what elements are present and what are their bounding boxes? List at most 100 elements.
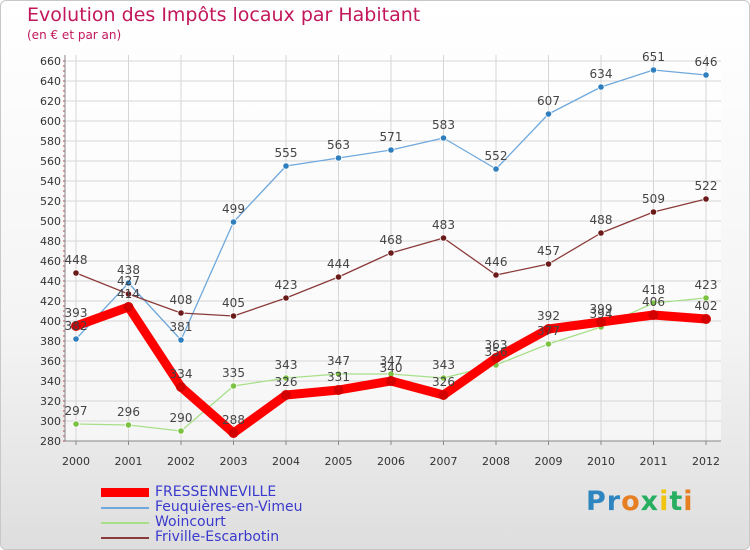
y-tick-label: 320 [40, 395, 61, 408]
data-label: 414 [117, 287, 140, 301]
x-tick-label: 2011 [640, 455, 668, 468]
data-point [124, 290, 133, 298]
data-point [72, 420, 80, 428]
data-point [281, 390, 291, 400]
data-point [649, 208, 658, 216]
data-label: 438 [117, 263, 140, 277]
y-tick-label: 460 [40, 255, 61, 268]
data-label: 347 [327, 354, 350, 368]
y-tick-label: 520 [40, 195, 61, 208]
data-point [597, 83, 605, 91]
data-point [334, 273, 343, 281]
y-tick-label: 300 [40, 415, 61, 428]
data-label: 522 [695, 179, 718, 193]
y-tick-label: 620 [40, 95, 61, 108]
y-tick-label: 560 [40, 155, 61, 168]
chart-title: Evolution des Impôts locaux par Habitant [27, 4, 421, 26]
legend-swatch [101, 537, 149, 539]
data-point [439, 134, 448, 142]
data-point [491, 353, 501, 363]
data-point [702, 294, 710, 302]
data-label: 290 [170, 411, 193, 425]
data-label: 399 [590, 302, 613, 316]
x-tick-label: 2001 [115, 455, 143, 468]
x-tick-label: 2002 [167, 455, 195, 468]
data-label: 340 [380, 361, 403, 375]
data-point [177, 336, 185, 344]
data-point [124, 421, 133, 429]
data-label: 343 [275, 358, 298, 372]
data-label: 651 [642, 50, 665, 64]
data-label: 483 [432, 218, 455, 232]
x-tick-label: 2004 [272, 455, 300, 468]
data-label: 382 [65, 319, 88, 333]
y-tick-label: 660 [40, 55, 61, 68]
x-tick-label: 2003 [220, 455, 248, 468]
data-point [544, 260, 553, 268]
y-tick-label: 400 [40, 315, 61, 328]
data-label: 394 [590, 307, 613, 321]
data-point [72, 335, 80, 343]
data-point [439, 234, 448, 242]
data-label: 457 [537, 244, 560, 258]
data-label: 446 [485, 255, 508, 269]
data-point [438, 390, 449, 400]
legend-swatch [101, 507, 149, 509]
proxiti-logo: Proxiti [586, 486, 694, 517]
data-label: 356 [485, 345, 508, 359]
x-tick-label: 2012 [692, 455, 720, 468]
data-point [333, 385, 344, 395]
data-label: 334 [170, 367, 193, 381]
data-point [334, 154, 343, 162]
data-point [177, 427, 185, 435]
data-point [229, 218, 238, 226]
data-label: 347 [380, 354, 403, 368]
data-label: 326 [432, 375, 455, 389]
data-point [701, 314, 711, 324]
data-label: 423 [695, 278, 718, 292]
data-label: 297 [65, 404, 88, 418]
x-tick-label: 2000 [62, 455, 90, 468]
data-label: 444 [327, 257, 350, 271]
data-point [702, 71, 710, 79]
data-label: 499 [222, 202, 245, 216]
data-point [71, 321, 81, 331]
data-point [544, 340, 553, 348]
data-label: 488 [590, 213, 613, 227]
legend-label: Woincourt [155, 514, 226, 530]
data-label: 296 [117, 405, 140, 419]
chart-subtitle: (en € et par an) [27, 28, 122, 42]
legend-swatch [101, 522, 149, 524]
data-point [543, 324, 554, 334]
y-tick-label: 380 [40, 335, 61, 348]
data-point [649, 299, 658, 307]
data-point [649, 66, 658, 74]
data-label: 326 [275, 375, 298, 389]
data-point [176, 382, 186, 392]
data-label: 406 [642, 295, 665, 309]
data-label: 423 [275, 278, 298, 292]
data-point [387, 146, 395, 154]
y-tick-label: 360 [40, 355, 61, 368]
legend-label: Feuquières-en-Vimeu [155, 499, 303, 515]
data-point [544, 110, 553, 118]
data-point [702, 195, 710, 203]
data-label: 377 [537, 324, 560, 338]
data-point [282, 294, 290, 302]
data-point [72, 269, 80, 277]
legend-swatch [101, 488, 149, 497]
data-label: 405 [222, 296, 245, 310]
data-label: 563 [327, 138, 350, 152]
data-label: 343 [432, 358, 455, 372]
data-label: 331 [327, 370, 350, 384]
data-point [228, 428, 239, 438]
data-point [124, 279, 133, 287]
data-label: 552 [485, 149, 508, 163]
x-tick-label: 2006 [377, 455, 405, 468]
data-label: 555 [275, 146, 298, 160]
data-label: 427 [117, 274, 140, 288]
data-label: 408 [170, 293, 193, 307]
y-tick-label: 640 [40, 75, 61, 88]
x-tick-label: 2007 [430, 455, 458, 468]
